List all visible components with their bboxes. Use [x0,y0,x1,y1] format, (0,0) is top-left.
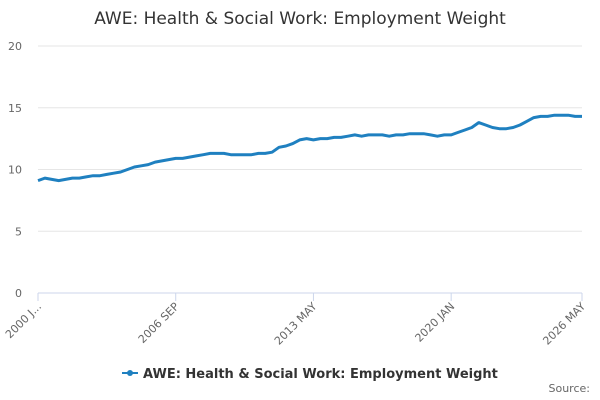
y-tick-label: 20 [8,40,22,53]
y-tick-label: 5 [15,225,22,238]
x-tick-label: 2020 JAN [413,300,458,345]
series-line [37,113,582,183]
x-tick-label: 2006 SEP [136,300,182,346]
x-tick-label: 2000 J... [3,300,44,341]
y-tick-label: 10 [8,164,22,177]
legend-marker [127,370,133,376]
legend: AWE: Health & Social Work: Employment We… [122,367,498,382]
x-tick-label: 2013 MAY [272,300,320,348]
source: Source: [549,382,591,395]
y-tick-label: 0 [15,287,22,300]
chart-title: AWE: Health & Social Work: Employment We… [94,9,506,29]
legend-label: AWE: Health & Social Work: Employment We… [143,367,498,382]
y-tick-label: 15 [8,102,22,115]
x-tick-label: 2026 MAY [540,300,588,348]
